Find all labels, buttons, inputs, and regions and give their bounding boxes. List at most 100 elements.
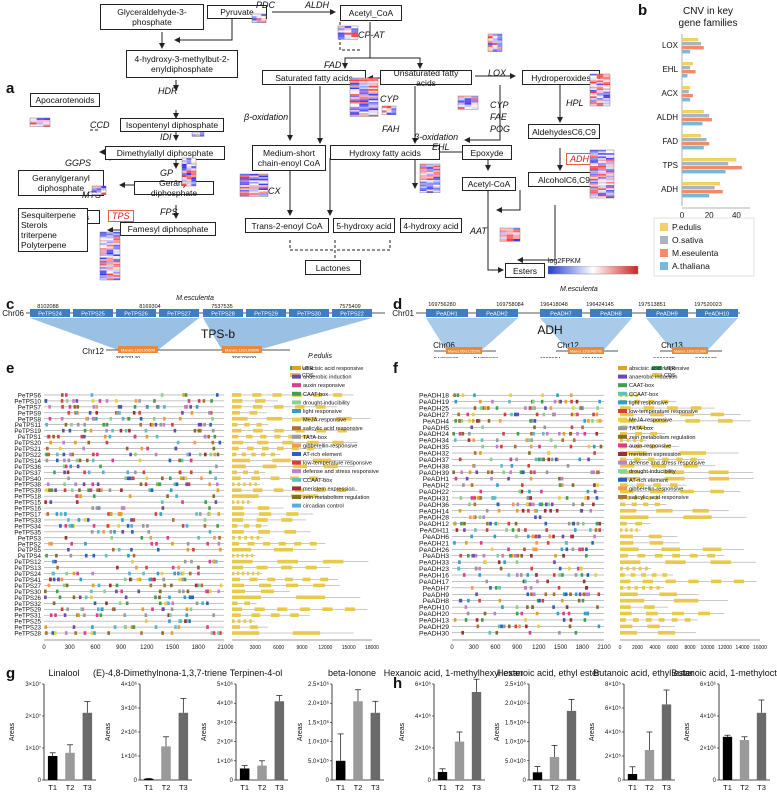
motif-element xyxy=(148,488,152,492)
motif-element xyxy=(215,393,219,397)
synteny-c-top-pos: 8102088 xyxy=(37,304,58,310)
gene-structure-cds xyxy=(654,502,660,507)
bar-g-1-ytick: 3×10⁶ xyxy=(121,705,138,712)
motif-element xyxy=(128,428,131,433)
bar-h-1-ytick: 2.5×10⁶ xyxy=(505,681,527,688)
gene-structure-cds xyxy=(232,595,261,600)
motif-element xyxy=(549,508,552,513)
bar-h-0-ytick: 6×10⁶ xyxy=(415,681,432,688)
cnv-category-label: ALDH xyxy=(657,113,679,122)
motif-element xyxy=(528,406,532,410)
gene-structure-cds xyxy=(647,624,660,629)
motif-element xyxy=(77,518,81,522)
gene-structure-cds xyxy=(255,399,266,403)
motif-element xyxy=(118,601,122,606)
panel-label-h: h xyxy=(393,675,403,692)
motif-legend-swatch xyxy=(618,391,627,396)
motif-element xyxy=(118,411,121,415)
gene-structure-cds xyxy=(232,428,242,433)
motif-element xyxy=(44,595,47,600)
motif-gene-label: PeADH22 xyxy=(419,489,449,496)
gene-structure-cds xyxy=(659,592,678,597)
motif-element xyxy=(125,446,129,451)
motif-element xyxy=(130,518,133,522)
promoter-motifs-adh: PeADH18PeADH19PeADH25PeADH27PeADH4PeADH5… xyxy=(419,366,767,651)
motif-element xyxy=(494,521,497,526)
gene-structure-cds xyxy=(620,515,649,520)
motif-element xyxy=(500,624,503,629)
gene-structure-cds xyxy=(252,393,262,397)
gene-xtick: 10000 xyxy=(701,645,715,651)
motif-element xyxy=(548,534,552,539)
gene-xtick: 14000 xyxy=(736,645,750,651)
motif-element xyxy=(175,482,179,487)
motif-element xyxy=(178,416,182,421)
motif-element xyxy=(197,399,201,403)
motif-element xyxy=(130,524,133,528)
bar-g-3-bar xyxy=(370,712,381,780)
motif-element xyxy=(203,422,206,427)
motif-element xyxy=(50,541,53,546)
motif-element xyxy=(198,512,202,516)
motif-legend-swatch xyxy=(292,374,301,379)
motif-element xyxy=(71,452,74,457)
motif-element xyxy=(82,482,86,487)
motif-element xyxy=(200,583,204,588)
motif-element xyxy=(459,598,463,603)
gene-structure-cds xyxy=(645,566,648,571)
gene-structure-cds xyxy=(277,607,288,612)
motif-element xyxy=(510,412,513,417)
motif-element xyxy=(168,458,172,463)
bar-h-2-ytick: 4×10⁵ xyxy=(605,729,622,736)
motif-gene-label: PeTPS22 xyxy=(14,452,41,459)
motif-element xyxy=(458,508,462,513)
synteny-d-top-pos: 197513851 xyxy=(638,302,666,308)
gene-structure-cds xyxy=(620,598,645,603)
motif-element xyxy=(469,515,472,520)
gene-structure-cds xyxy=(249,577,258,582)
cnv-legend-label: O.sativa xyxy=(672,235,703,245)
motif-element xyxy=(148,577,152,582)
motif-element xyxy=(203,518,207,522)
motif-element xyxy=(470,586,474,590)
enzyme-cyp1: CYP xyxy=(380,94,399,104)
bar-h-3-xtick: T3 xyxy=(757,783,766,792)
motif-element xyxy=(124,577,127,582)
motif-element xyxy=(493,611,497,616)
bar-h-1-xtick: T3 xyxy=(567,783,576,792)
motif-element xyxy=(211,428,215,433)
gene-structure-cds xyxy=(620,464,635,468)
motif-gene-label: PeTPS1 xyxy=(18,434,42,441)
gene-structure-cds xyxy=(642,579,654,584)
motif-gene-label: PeTPS10 xyxy=(14,398,41,405)
motif-element xyxy=(529,444,533,449)
motif-element xyxy=(511,528,515,532)
gene-structure-cds xyxy=(232,524,238,528)
gene-structure-cds xyxy=(630,573,636,577)
motif-element xyxy=(473,451,477,455)
gene-structure-cds xyxy=(305,565,317,570)
motif-element xyxy=(570,393,573,398)
gene-structure-cds xyxy=(710,560,731,564)
motif-gene-label: PeADH10 xyxy=(419,605,449,612)
motif-element xyxy=(497,508,501,513)
gene-structure-cds xyxy=(285,583,299,588)
motif-element xyxy=(171,541,174,546)
motif-element xyxy=(580,566,583,571)
gene-structure-cds xyxy=(626,438,630,442)
box-dmapp: Dimethylallyl diphosphate xyxy=(105,146,225,160)
gene-structure-cds xyxy=(620,483,628,487)
gene-structure-cds xyxy=(232,619,235,623)
motif-element xyxy=(200,476,203,481)
motif-element xyxy=(583,611,587,616)
bar-g-1-ylabel: Areas xyxy=(105,722,112,741)
motif-element xyxy=(522,579,526,584)
cnv-category-label: FAD xyxy=(662,137,678,146)
motif-element xyxy=(120,488,123,492)
motif-element xyxy=(458,419,461,423)
motif-element xyxy=(51,631,55,635)
motif-element xyxy=(528,630,532,635)
motif-element xyxy=(206,625,209,629)
motif-element xyxy=(476,419,479,423)
enzyme-hdr: HDR xyxy=(158,86,178,96)
